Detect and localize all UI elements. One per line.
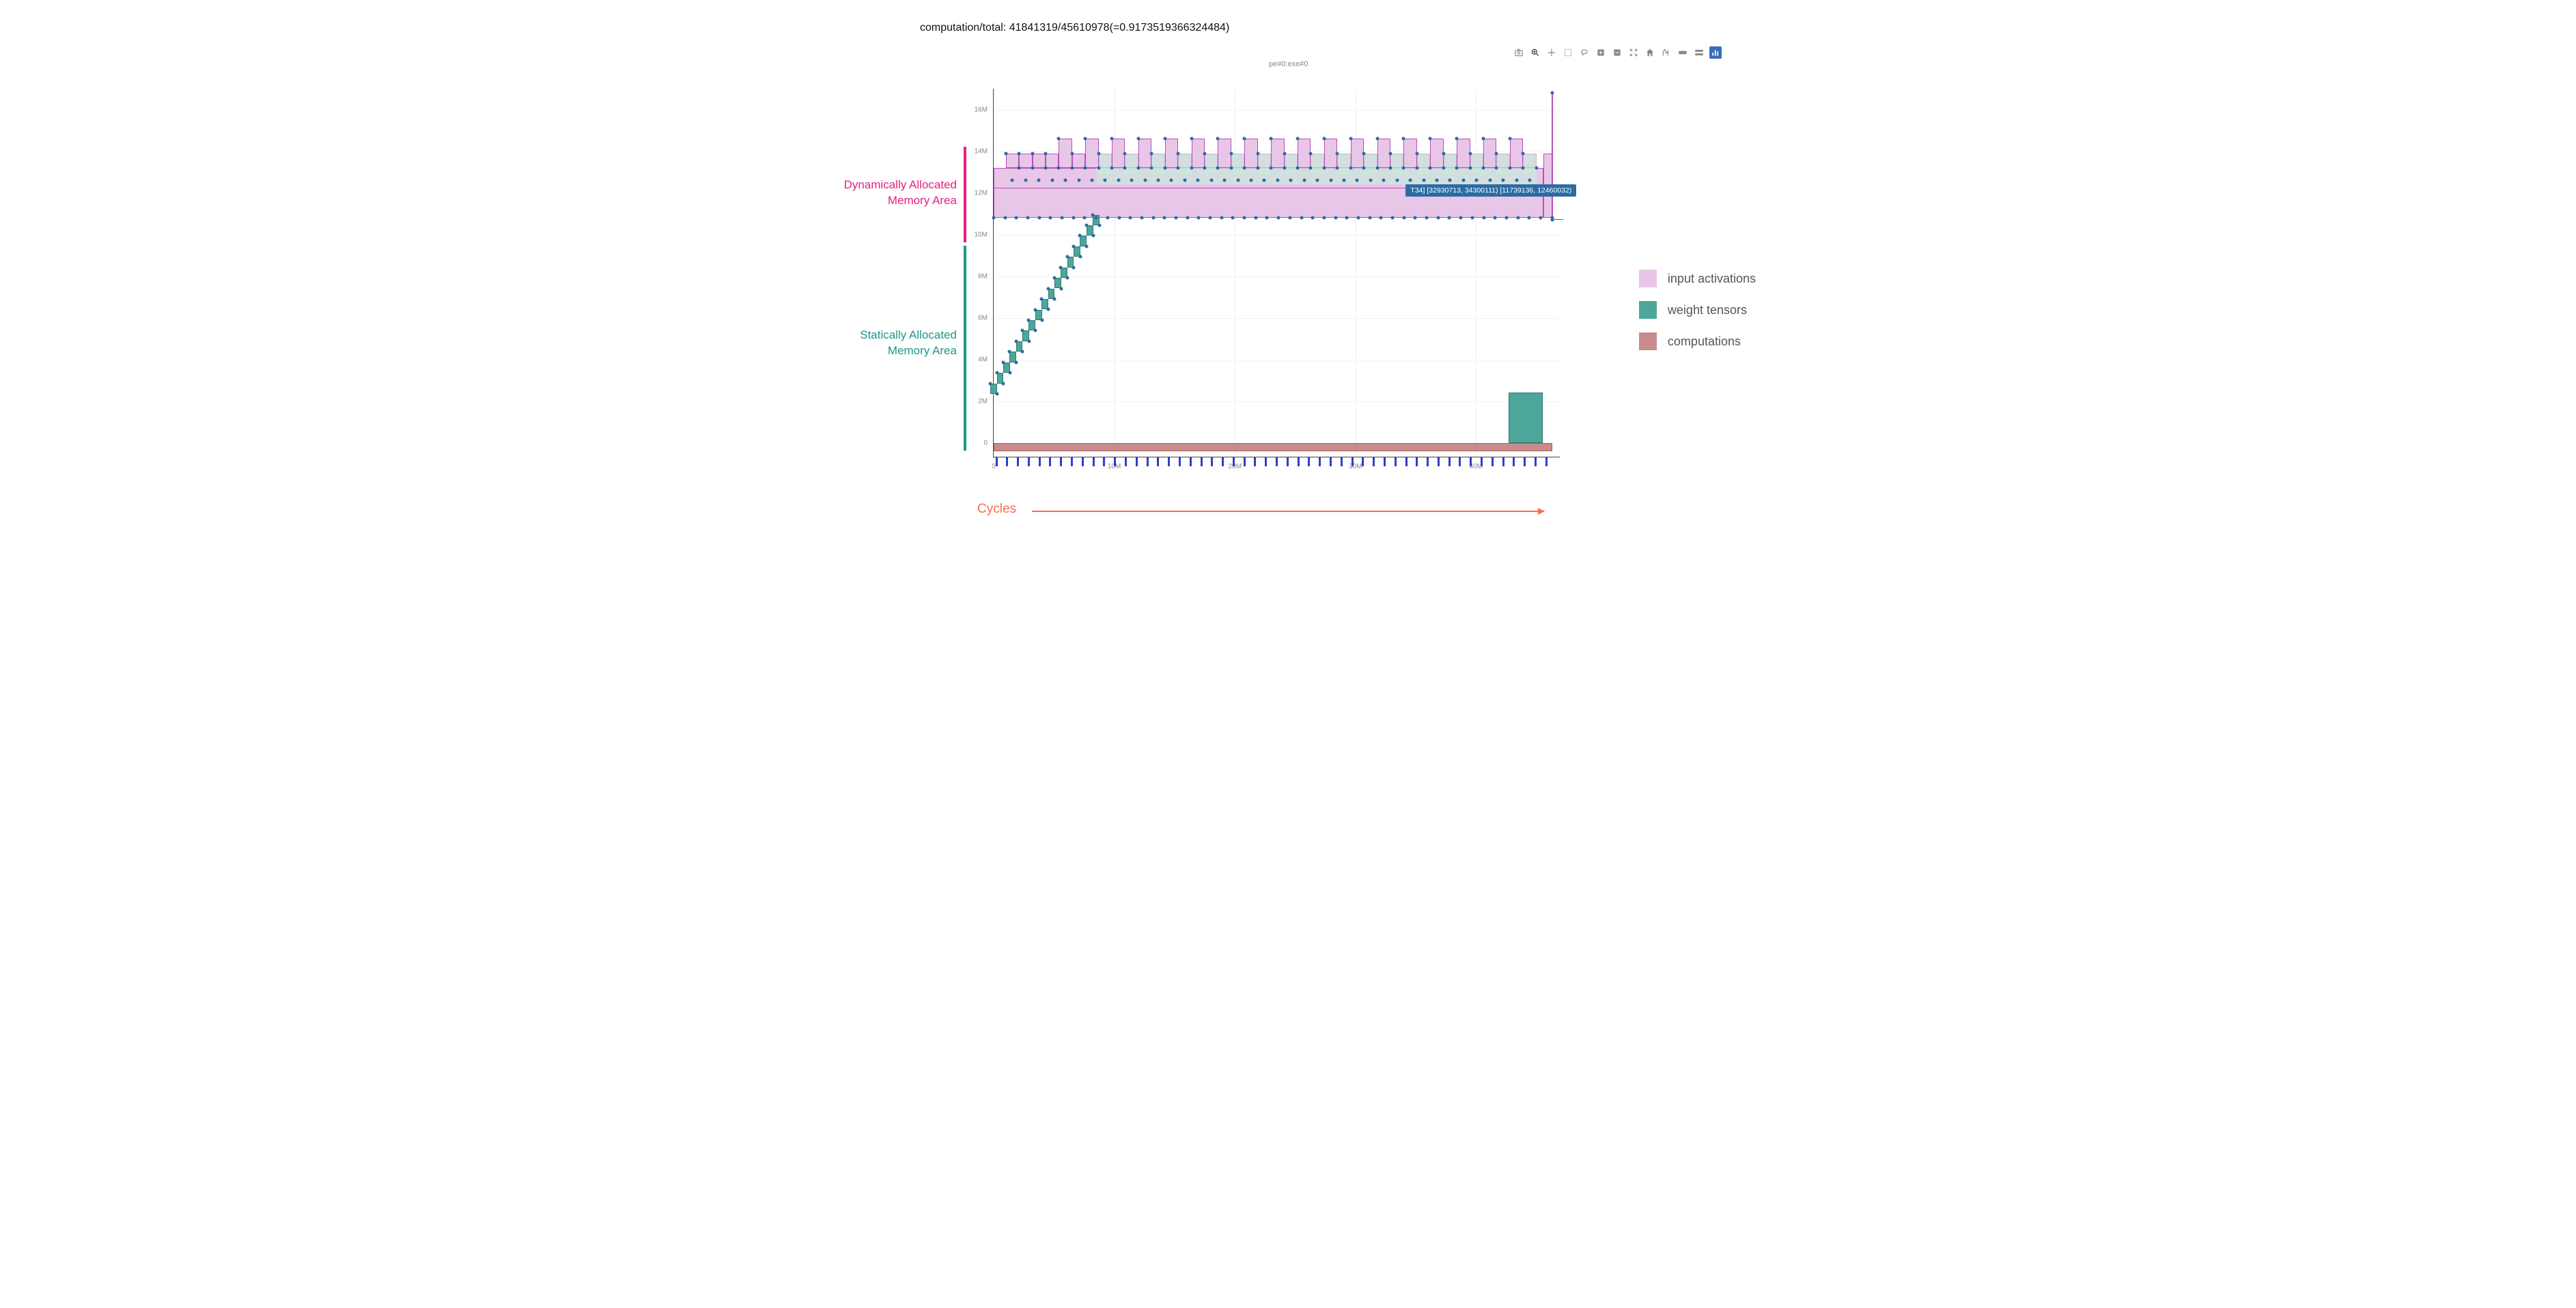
plot-subtitle: pe#0:exe#0 <box>1269 60 1308 68</box>
x-axis-arrow <box>1032 511 1544 512</box>
lasso-icon[interactable] <box>1578 46 1591 59</box>
hover-icon[interactable] <box>1677 46 1689 59</box>
spike-icon[interactable] <box>1660 46 1672 59</box>
reset-icon[interactable] <box>1644 46 1656 59</box>
camera-icon[interactable] <box>1513 46 1525 59</box>
zoom-in-icon[interactable] <box>1595 46 1607 59</box>
zoom-out-icon[interactable] <box>1611 46 1623 59</box>
plot-area[interactable]: 010M20M30M40MT34] [32930713, 34300111) [… <box>993 89 1560 457</box>
x-axis-label: Cycles <box>977 502 1016 517</box>
plot-container: 010M20M30M40MT34] [32930713, 34300111) [… <box>993 89 1560 471</box>
pan-icon[interactable] <box>1545 46 1558 59</box>
y-annotation-static: Statically Allocated Memory Area <box>786 246 957 451</box>
y-annotation-dynamic: Dynamically Allocated Memory Area <box>786 147 957 242</box>
box-select-icon[interactable] <box>1562 46 1574 59</box>
legend-item-activations[interactable]: input activations <box>1639 270 1756 287</box>
plotly-logo-icon[interactable] <box>1709 46 1722 59</box>
autoscale-icon[interactable] <box>1627 46 1640 59</box>
legend-item-computations[interactable]: computations <box>1639 332 1756 350</box>
zoom-icon[interactable] <box>1529 46 1541 59</box>
legend: input activations weight tensors computa… <box>1639 270 1756 364</box>
legend-item-weights[interactable]: weight tensors <box>1639 301 1756 319</box>
toolbar <box>1513 46 1722 59</box>
legend-swatch-activations <box>1639 270 1657 287</box>
legend-swatch-computations <box>1639 332 1657 350</box>
legend-swatch-weights <box>1639 301 1657 319</box>
compare-icon[interactable] <box>1693 46 1705 59</box>
header-text: computation/total: 41841319/45610978(=0.… <box>920 22 1229 34</box>
